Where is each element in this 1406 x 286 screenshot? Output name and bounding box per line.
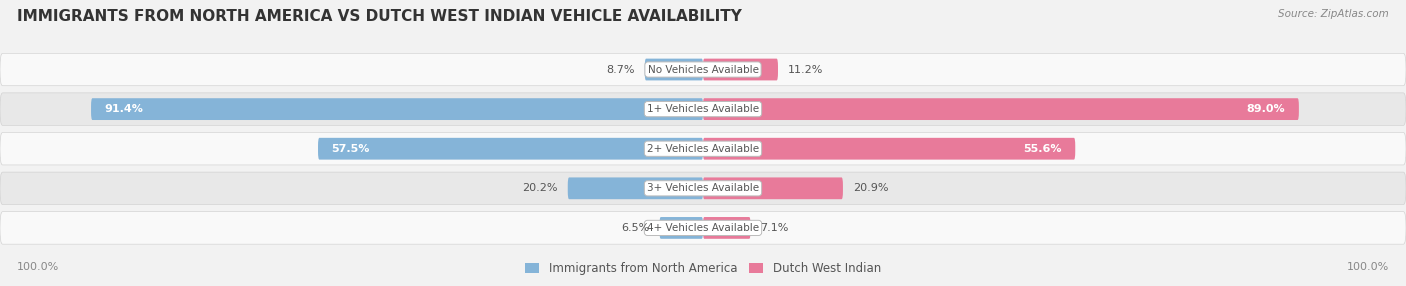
Text: 20.9%: 20.9% [853,183,889,193]
FancyBboxPatch shape [659,217,703,239]
Text: 89.0%: 89.0% [1247,104,1285,114]
FancyBboxPatch shape [0,132,1406,165]
Text: 8.7%: 8.7% [606,65,634,75]
Text: 3+ Vehicles Available: 3+ Vehicles Available [647,183,759,193]
Legend: Immigrants from North America, Dutch West Indian: Immigrants from North America, Dutch Wes… [520,258,886,280]
FancyBboxPatch shape [703,217,751,239]
FancyBboxPatch shape [703,138,1076,160]
Text: 100.0%: 100.0% [17,262,59,272]
Text: 2+ Vehicles Available: 2+ Vehicles Available [647,144,759,154]
Text: 6.5%: 6.5% [621,223,650,233]
Text: 91.4%: 91.4% [104,104,143,114]
FancyBboxPatch shape [0,172,1406,204]
FancyBboxPatch shape [318,138,703,160]
Text: IMMIGRANTS FROM NORTH AMERICA VS DUTCH WEST INDIAN VEHICLE AVAILABILITY: IMMIGRANTS FROM NORTH AMERICA VS DUTCH W… [17,9,742,23]
Text: 7.1%: 7.1% [761,223,789,233]
FancyBboxPatch shape [703,98,1299,120]
Text: 4+ Vehicles Available: 4+ Vehicles Available [647,223,759,233]
Text: 11.2%: 11.2% [787,65,824,75]
FancyBboxPatch shape [568,177,703,199]
FancyBboxPatch shape [0,212,1406,244]
FancyBboxPatch shape [703,59,778,80]
FancyBboxPatch shape [0,53,1406,86]
Text: 1+ Vehicles Available: 1+ Vehicles Available [647,104,759,114]
FancyBboxPatch shape [645,59,703,80]
FancyBboxPatch shape [91,98,703,120]
Text: 55.6%: 55.6% [1024,144,1062,154]
FancyBboxPatch shape [0,93,1406,125]
Text: 57.5%: 57.5% [332,144,370,154]
Text: No Vehicles Available: No Vehicles Available [648,65,758,75]
Text: 20.2%: 20.2% [522,183,558,193]
FancyBboxPatch shape [703,177,844,199]
Text: 100.0%: 100.0% [1347,262,1389,272]
Text: Source: ZipAtlas.com: Source: ZipAtlas.com [1278,9,1389,19]
